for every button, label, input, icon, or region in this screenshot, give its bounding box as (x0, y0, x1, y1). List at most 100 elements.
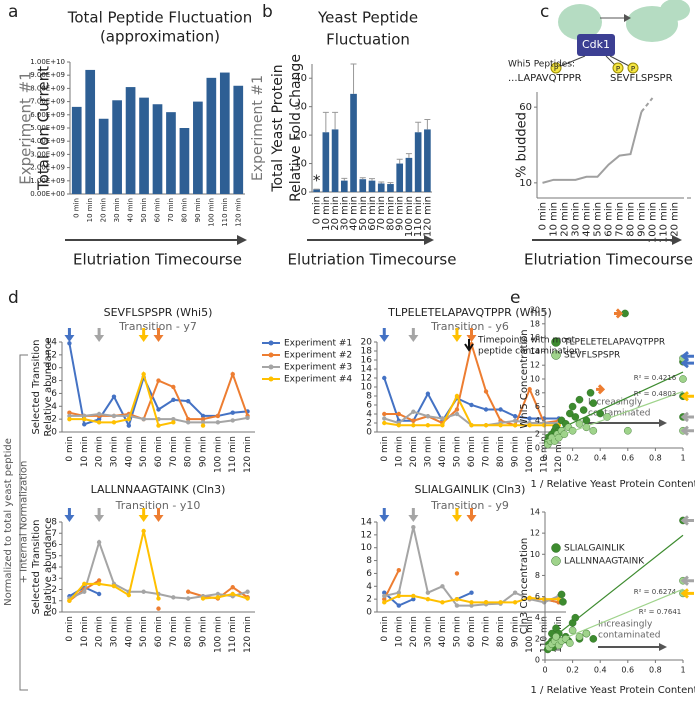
x-tick-label: 0 min (538, 202, 549, 230)
y-axis-label: Cln3 Concentration (519, 538, 530, 634)
point (575, 395, 584, 404)
point (141, 589, 146, 594)
x-tick-label: 90 min (637, 202, 648, 237)
point (126, 592, 132, 598)
y-tick-label: 20 (294, 130, 307, 141)
y-tick-label: 60 (519, 102, 532, 113)
point (498, 600, 503, 605)
contamination-arrow-head (408, 515, 419, 522)
point (185, 420, 191, 425)
x-tick-label: 0.6 (621, 666, 634, 675)
y-tick-label: 5 (51, 551, 57, 561)
y-tick-label: 2 (535, 634, 540, 643)
point (454, 393, 460, 399)
point (82, 416, 87, 422)
point (171, 420, 176, 425)
phospho-label: P (554, 65, 558, 73)
contamination-arrow (596, 384, 606, 395)
point (230, 585, 235, 590)
contamination-arrow (680, 588, 694, 599)
x-tick-label: 70 min (169, 436, 179, 467)
point (230, 591, 235, 597)
x-tick-label: 80 min (496, 616, 506, 647)
error-bar (415, 121, 422, 133)
y-tick-label: 10 (530, 375, 540, 384)
phospho (627, 62, 639, 74)
contamination-arrow-head (94, 515, 105, 522)
kinase-label: Cdk1 (582, 38, 610, 51)
x-axis-label: Elutriation Timecourse (524, 251, 693, 269)
y-tick-label: 9.00E+09 (30, 71, 65, 79)
y-tick-label: 2 (366, 419, 372, 429)
cell (558, 4, 602, 40)
point (566, 639, 574, 647)
timecourse-arrow-head (672, 235, 682, 245)
point (440, 416, 445, 421)
y-axis-label: Selected Transition (31, 520, 42, 615)
x-tick-label: 60 min (154, 198, 162, 222)
legend-swatch (268, 376, 274, 382)
annotation-arrow-head (659, 643, 667, 651)
x-tick-label: 1 (680, 666, 685, 675)
x-axis-label: Elutriation Timecourse (288, 251, 457, 269)
point (527, 423, 532, 428)
point (96, 578, 102, 583)
legend-swatch (268, 364, 274, 370)
x-tick-label: 120 min (422, 196, 433, 237)
x-tick-label: 60 min (154, 616, 164, 647)
point (469, 600, 474, 605)
y-tick-label: 0 (301, 187, 307, 198)
error-bar (369, 178, 375, 181)
point (425, 590, 431, 595)
y-tick-label: 4 (535, 416, 540, 425)
y-tick-label: 20 (530, 306, 540, 315)
y-axis-label: Experiment #1 (250, 75, 266, 181)
point (483, 407, 489, 412)
x-tick-label: 10 min (394, 616, 404, 647)
point (589, 635, 598, 643)
bar (424, 129, 431, 192)
x-tick-label: 50 min (139, 616, 149, 647)
point (215, 595, 221, 600)
point (396, 590, 402, 595)
x-tick-label: 70 min (482, 436, 492, 467)
bar (98, 118, 109, 194)
bar (322, 132, 330, 192)
annotation: Increasingly (598, 620, 653, 630)
x-tick-label: 30 min (113, 198, 121, 222)
line (68, 343, 248, 429)
contamination-arrow-head (451, 335, 462, 342)
point (200, 413, 206, 419)
y-axis-label: Relative Fold Change (288, 54, 304, 202)
kinase-box (577, 34, 615, 56)
x-tick-label: 60 min (467, 616, 477, 647)
bar (219, 72, 230, 194)
line (68, 530, 248, 602)
x-tick-label: 120 min (243, 436, 253, 473)
x-tick-label: 110 min (221, 198, 229, 227)
y-tick-label: 8.00E+09 (30, 84, 65, 92)
point (82, 422, 87, 427)
bar (112, 100, 122, 194)
contamination-arrow (680, 411, 694, 423)
x-tick-label: 90 min (511, 616, 521, 647)
x-tick-label: 90 min (194, 198, 202, 222)
point (230, 410, 235, 415)
legend-swatch (551, 556, 561, 566)
x-tick-label: 0.4 (594, 666, 607, 675)
x-tick-label: 70 min (167, 198, 175, 222)
chart-title: Total Peptide Fluctuation (67, 9, 253, 27)
contamination-arrow (680, 575, 694, 586)
y-tick-label: 7 (51, 529, 57, 539)
y-tick-label: 0 (366, 428, 372, 438)
x-tick-label: 0 min (65, 616, 75, 642)
point (586, 388, 595, 397)
x-tick-label: 0 min (73, 198, 81, 218)
error-bar (387, 182, 394, 185)
point (67, 598, 72, 603)
x-tick-label: 120 min (243, 616, 253, 653)
x-tick-label: 50 min (140, 198, 148, 222)
contamination-arrow (680, 425, 694, 436)
point (527, 416, 532, 421)
point (512, 418, 518, 423)
